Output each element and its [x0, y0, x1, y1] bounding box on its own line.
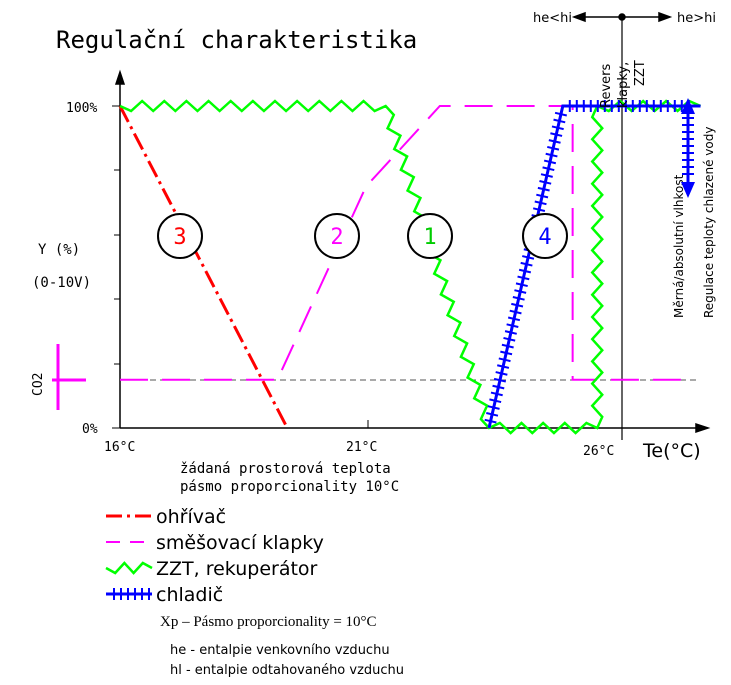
circle-label-damper: 2 [314, 213, 360, 259]
series-cooler-hatch [518, 268, 532, 274]
chart-title: Regulační charakteristika [56, 26, 417, 54]
series-cooler-hatch [534, 200, 547, 206]
zzt-side-label: ZZT [633, 60, 648, 86]
series-cooler-hatch [550, 132, 563, 137]
klapky-label: klapky, [616, 62, 631, 108]
he-less-hi-label: he<hi [533, 11, 572, 26]
series-cooler-hatch [522, 255, 535, 260]
legend-sample-zzt [105, 561, 153, 575]
series-cooler-hatch [500, 350, 513, 356]
x-tick-21: 21°C [346, 440, 377, 455]
series-cooler-hatch [539, 180, 552, 185]
legend-label-zzt: ZZT, rekuperátor [156, 558, 318, 580]
axes [114, 69, 711, 434]
legend-label-cooler: chladič [156, 584, 223, 606]
direction-arrows [571, 11, 673, 440]
legend-label-damper: směšovací klapky [156, 532, 324, 554]
series-cooler-hatch [507, 316, 521, 322]
series-cooler-hatch [536, 193, 549, 199]
humidity-label: Měrná/absolutní vlhkost [672, 174, 686, 318]
x-axis-label: Te(°C) [642, 440, 701, 462]
series-cooler-hatch [542, 166, 555, 172]
y-axis-label: Y (%) [38, 242, 80, 258]
series-cooler-hatch [514, 289, 527, 294]
legend: ohřívač směšovací klapky ZZT, rekuperáto… [105, 506, 324, 606]
series-cooler-hatch [511, 302, 524, 308]
circle-label-heater-text: 3 [173, 225, 186, 250]
series-cooler-hatch [492, 384, 505, 390]
series-cooler-hatch [487, 405, 500, 410]
series-cooler-hatch [498, 357, 511, 363]
series-cooler-hatch [486, 412, 499, 417]
series-zzt [119, 99, 702, 435]
y-axis-sublabel: (0-10V) [32, 275, 91, 291]
circle-label-zzt: 1 [407, 213, 453, 259]
series-cooler-hatch [520, 261, 533, 267]
revers-label: Revers [599, 64, 614, 108]
series-cooler-hatch [484, 418, 497, 424]
circle-label-cooler-text: 4 [538, 225, 551, 250]
x-tick-16: 16°C [104, 440, 135, 455]
x-caption-band: pásmo proporcionality 10°C [180, 479, 399, 495]
series-cooler-hatch [554, 111, 568, 117]
series-heater [118, 105, 289, 429]
series-cooler-hatch [506, 323, 519, 328]
co2-label: CO2 [31, 373, 46, 396]
series-cooler-hatch [503, 336, 516, 342]
series-layer [118, 99, 702, 435]
x-caption-setpoint: žádaná prostorová teplota [180, 461, 391, 477]
series-cooler-hatch [532, 207, 546, 212]
note-xp: Xp – Pásmo proporcionality = 10°C [160, 614, 377, 630]
series-cooler-hatch [515, 282, 528, 288]
indicator-arrow-up [681, 98, 695, 114]
series-cooler-hatch [517, 275, 530, 281]
legend-label-heater: ohřívač [156, 506, 226, 528]
indicator-arrow-down [681, 182, 695, 198]
circle-label-damper-text: 2 [330, 225, 343, 250]
chilled-water-indicator [681, 98, 695, 198]
series-cooler-hatch [509, 309, 522, 315]
series-cooler-hatch [497, 364, 510, 369]
circle-label-zzt-text: 1 [423, 225, 436, 250]
x-tick-26: 26°C [583, 444, 614, 459]
circle-label-cooler: 4 [522, 213, 568, 259]
chilled-water-label: Regulace teploty chlazené vody [702, 127, 716, 318]
note-hi: hl - entalpie odtahovaného vzduchu [170, 663, 404, 678]
series-cooler-hatch [551, 125, 564, 131]
y-tick-100: 100% [66, 101, 97, 116]
series-cooler-hatch [540, 173, 553, 178]
legend-sample-cooler [106, 588, 152, 600]
he-greater-hi-label: he>hi [677, 11, 716, 26]
series-damper [120, 105, 686, 381]
series-cooler-hatch [490, 391, 503, 397]
series-cooler-hatch [537, 186, 550, 192]
series-cooler-hatch [489, 398, 502, 404]
note-he: he - entalpie venkovního vzduchu [170, 643, 390, 658]
series-cooler-hatch [553, 118, 566, 124]
y-tick-0: 0% [82, 422, 98, 437]
circle-label-heater: 3 [157, 213, 203, 259]
series-cooler-hatch [543, 159, 557, 165]
series-cooler-hatch [512, 296, 525, 301]
series-cooler-hatch [493, 377, 507, 383]
series-cooler-hatch [547, 145, 560, 151]
series-cooler-hatch [501, 343, 514, 349]
series-cooler-hatch [548, 139, 561, 144]
series-cooler-hatch [495, 371, 508, 376]
series-cooler [484, 100, 701, 429]
y-tick-marks [112, 105, 120, 429]
co2-marker [52, 344, 86, 410]
series-cooler-hatch [545, 152, 558, 158]
series-cooler-hatch [504, 330, 517, 335]
